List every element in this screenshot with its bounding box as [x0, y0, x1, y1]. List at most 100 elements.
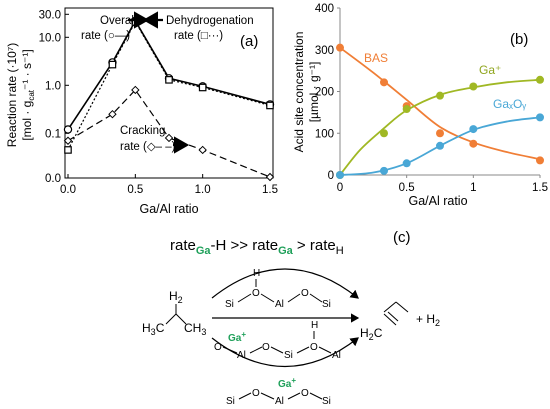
panel-b-point-gaxoy [536, 113, 544, 121]
propane-h2: H2 [169, 289, 183, 305]
panel-b-y-axis-units-text: [µmol · g⁻¹] [307, 62, 321, 123]
panel-a-point-cracking [199, 146, 206, 153]
panel-b-point-gaxoy [380, 167, 388, 175]
panel-b-legend-bas: BAS [364, 51, 388, 65]
mid-o2-si-bond [271, 347, 283, 353]
bas-al-o2-bond [288, 294, 300, 302]
panel-a-y-axis-label: Reaction rate (·10⁷) [5, 43, 19, 147]
plus-h2: + H2 [416, 312, 440, 328]
panel-b-legend-ga: Ga⁺ [479, 63, 501, 77]
panel-a-point-dehydrogenation [65, 147, 71, 153]
panel-b-point-bas [536, 156, 544, 164]
panel-b-x-tick-label: 1.5 [532, 182, 548, 194]
propene-bond-3 [396, 302, 408, 312]
propane-bond-left [166, 314, 176, 324]
panel-b-y-axis-units: [µmol · g⁻¹] [307, 62, 321, 123]
bas-o2: O [301, 288, 309, 299]
panel-a-y-tick-label: 1.0 [45, 80, 61, 92]
panel-a-y-axis-label-main: Reaction rate (·10⁷) [5, 43, 19, 147]
bot-al-o2-bond [288, 393, 300, 399]
panel-b-x-tick-label: 0 [337, 182, 343, 194]
panel-b-point-ga [469, 82, 477, 90]
panel-b-x-tick-label: 1 [470, 182, 476, 194]
panel-a-dehydrogenation-label-1: Dehydrogenation [166, 15, 254, 27]
bot-ga: Ga+ [278, 376, 296, 390]
panel-a-point-dehydrogenation [267, 102, 273, 108]
catalyst-ga-bas: Ga+ O Al O Si H O Al [214, 320, 341, 361]
panel-a-dehydrogenation-label-2: rate (□···) [174, 30, 223, 42]
mid-si: Si [284, 350, 293, 361]
panel-b-y-tick-label: 300 [315, 45, 334, 57]
panel-b-legend-gaxoy: GaₓOᵧ [493, 97, 526, 111]
panel-b-point-bas [469, 140, 477, 148]
panel-b-point-ga [380, 129, 388, 137]
bot-o2: O [301, 388, 309, 399]
bot-si1: Si [226, 396, 235, 407]
panel-b-y-tick-label: 400 [315, 3, 334, 15]
propane-h3c: H3C [142, 321, 165, 337]
mid-o2: O [262, 342, 270, 353]
panel-b-y-axis-label: Acid site concentration [292, 32, 306, 153]
panel-a-y-tick-label: 10.0 [39, 32, 61, 44]
panel-b-point-ga [436, 92, 444, 100]
panel-a-x-ticks: 0.0 0.5 1.0 1.5 [60, 174, 278, 196]
mid-o3: O [310, 342, 318, 353]
mid-al1: Al [237, 350, 246, 361]
panel-a-y-tick-label: 30.0 [39, 9, 61, 21]
panel-b-x-tick-label: 0.5 [399, 182, 415, 194]
panel-a-point-cracking [65, 137, 72, 144]
panel-a-y-tick-label: 0.0 [45, 173, 61, 185]
bot-o2-si2-bond [310, 393, 322, 399]
panel-b-point-ga [536, 76, 544, 84]
panel-b-y-tick-label: 0 [328, 170, 334, 182]
panel-b: 0 100 200 300 400 0 0.5 1 1.5 (b) BAS Ga⁺ GaₓOᵧ… [292, 3, 548, 208]
panel-a-point-dehydrogenation [199, 84, 205, 90]
bas-o2-si2-bond [310, 294, 322, 302]
propene-bond-1 [384, 302, 396, 312]
panel-a-x-tick-label: 0.5 [127, 184, 143, 196]
curved-arrow-top [212, 269, 358, 298]
panel-c: (c) rateGa-H >> rateGa > rateH H2 H3C CH… [142, 229, 440, 407]
panel-b-point-gaxoy [469, 125, 477, 133]
mid-si-o3-bond [297, 347, 309, 353]
panel-a-point-cracking [267, 174, 274, 181]
panel-b-y-tick-label: 100 [315, 128, 334, 140]
catalyst-ga: Ga+ Si O Al O Si [226, 376, 331, 407]
mid-al2: Al [332, 350, 341, 361]
mid-o1-al1-bond [223, 347, 237, 353]
bot-o1-al-bond [261, 393, 274, 399]
panel-c-equation: rateGa-H >> rateGa > rateH [170, 237, 344, 257]
panel-b-x-ticks: 0 0.5 1 1.5 [337, 175, 548, 194]
panel-a-point-overall [64, 126, 71, 133]
bot-al: Al [275, 396, 284, 407]
panel-c-label: (c) [393, 229, 411, 246]
bot-o1: O [252, 388, 260, 399]
panel-a-y-ticks: 0.0 0.1 1.0 10.0 30.0 [39, 9, 69, 185]
panel-b-y-axis-label-main: Acid site concentration [292, 32, 306, 153]
propene: H2C [360, 302, 408, 342]
propene-double-1 [384, 314, 396, 325]
panel-a-x-tick-label: 1.0 [195, 184, 211, 196]
bas-si1-o1-bond [238, 294, 251, 302]
panel-b-point-bas [436, 129, 444, 137]
bas-al: Al [275, 299, 284, 310]
panel-b-point-gaxoy [403, 159, 411, 167]
panel-b-label: (b) [510, 31, 528, 48]
panel-a-cracking-label-1: Cracking [120, 125, 165, 137]
bas-o1-al-bond [261, 294, 274, 302]
panel-b-point-ga [403, 105, 411, 113]
propene-h2c: H2C [360, 326, 383, 342]
panel-a-y-axis-units-text: [mol · gcat⁻¹ · s⁻¹] [20, 49, 36, 140]
panel-a-y-axis-units: [mol · gcat⁻¹ · s⁻¹] [20, 49, 36, 140]
panel-b-point-bas [380, 78, 388, 86]
panel-a-point-dehydrogenation [109, 61, 115, 67]
panel-b-point-gaxoy [336, 171, 344, 179]
panel-a-overall-label-2: rate (○—) [81, 30, 130, 42]
bas-o1: O [252, 288, 260, 299]
mid-ga: Ga+ [228, 330, 246, 344]
bas-si1: Si [225, 299, 234, 310]
mid-h: H [311, 320, 318, 331]
panel-a-point-dehydrogenation [166, 77, 172, 83]
panel-a-label: (a) [240, 33, 258, 50]
